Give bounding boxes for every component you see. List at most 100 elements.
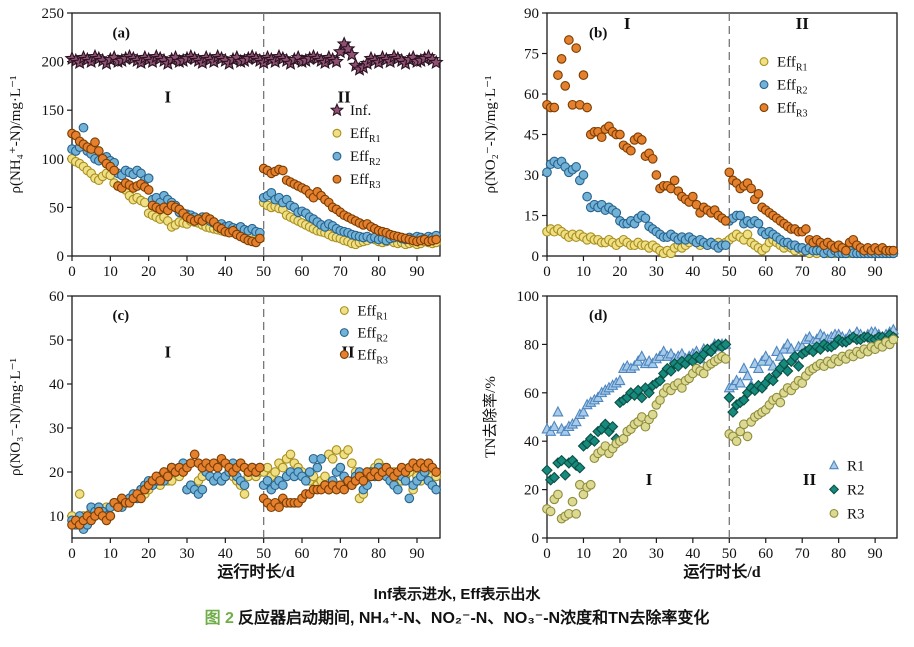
figure-number: 图 2 [204, 610, 234, 627]
x-tick-label: 90 [410, 546, 425, 562]
series-EffR3 [67, 128, 442, 248]
series-EffR2 [542, 156, 899, 259]
legend-b: EffR1 EffR2 EffR3 [759, 55, 808, 120]
x-tick-label: 70 [333, 546, 348, 562]
caption-title: 图 2 反应器启动期间, NH₄⁺-N、NO₂⁻-N、NO₃⁻-N浓度和TN去除率… [0, 606, 914, 632]
phase-label: I [165, 87, 172, 106]
y-axis-label: ρ(NH₄⁺-N)/mg·L⁻¹ [8, 75, 24, 193]
x-tick-label: 20 [612, 546, 627, 562]
phase-label: II [338, 87, 352, 106]
legend-label: R2 [847, 482, 865, 498]
phase-label: I [624, 14, 631, 33]
x-tick-label: 60 [758, 264, 773, 280]
y-tick-label: 150 [42, 103, 65, 119]
phase-label: I [165, 343, 172, 362]
legend-label: EffR1 [357, 304, 388, 323]
legend-label: Inf. [350, 103, 371, 119]
y-tick-label: 60 [524, 386, 539, 402]
x-tick-label: 30 [180, 546, 195, 562]
legend-label: EffR2 [777, 78, 808, 97]
x-axis-label: 运行时长/d [217, 562, 294, 581]
y-tick-label: 60 [49, 289, 64, 305]
x-tick-label: 40 [218, 264, 233, 280]
panel-letter: (b) [589, 25, 607, 41]
axes-a: 0 50 100 150 200 250 0 10 20 30 40 50 60 70 80 90 ρ(NH₄⁺… [8, 6, 441, 280]
x-tick-label: 90 [410, 264, 425, 280]
x-tick-label: 70 [795, 264, 810, 280]
legend-label: EffR3 [350, 172, 381, 191]
x-tick-label: 70 [333, 264, 348, 280]
axes-b: 0 15 30 45 60 75 90 0 10 20 30 40 50 60 70 80 90 ρ(NO₂⁻-N… [483, 6, 898, 280]
x-tick-label: 30 [180, 264, 195, 280]
panel-letter: (c) [112, 308, 129, 324]
x-tick-label: 40 [218, 546, 233, 562]
legend-label: R1 [847, 458, 865, 474]
x-tick-label: 30 [649, 264, 664, 280]
y-tick-label: 0 [532, 249, 540, 265]
y-tick-label: 200 [42, 55, 65, 71]
x-tick-label: 90 [868, 546, 883, 562]
panel-b-no2: 0 15 30 45 60 75 90 0 10 20 30 40 50 60 70 80 90 ρ(NO₂⁻-N… [457, 0, 914, 289]
x-tick-label: 20 [612, 264, 627, 280]
x-tick-label: 20 [141, 264, 156, 280]
x-tick-label: 80 [831, 546, 846, 562]
series-EffR3 [67, 449, 442, 530]
y-tick-label: 75 [524, 47, 539, 63]
panel-b-plot: 0 15 30 45 60 75 90 0 10 20 30 40 50 60 70 80 90 ρ(NO₂⁻-N… [483, 6, 899, 280]
series-EffR1 [67, 445, 442, 526]
series-EffR3 [542, 35, 899, 256]
axes-d: 0 20 40 60 80 100 0 10 20 30 40 50 60 70 80 90 TN去除率/% 运行… [482, 289, 898, 581]
x-tick-label: 0 [68, 264, 76, 280]
phase-label: I [646, 470, 653, 489]
y-tick-label: 50 [49, 200, 64, 216]
x-tick-label: 40 [685, 546, 700, 562]
figure-caption: Inf表示进水, Eff表示出水 图 2 反应器启动期间, NH₄⁺-N、NO₂⁻… [0, 584, 914, 632]
x-tick-label: 80 [371, 546, 386, 562]
x-tick-label: 20 [141, 546, 156, 562]
y-tick-label: 20 [524, 483, 539, 499]
panel-letter: (d) [589, 308, 607, 324]
x-tick-label: 10 [576, 264, 591, 280]
x-tick-label: 60 [295, 546, 310, 562]
legend-label: EffR1 [350, 126, 381, 145]
y-tick-label: 90 [524, 6, 539, 22]
x-tick-label: 10 [103, 264, 118, 280]
caption-note: Inf表示进水, Eff表示出水 [373, 586, 541, 603]
x-tick-label: 0 [543, 546, 551, 562]
panel-a-plot: 0 50 100 150 200 250 0 10 20 30 40 50 60 70 80 90 ρ(NH₄⁺… [8, 6, 444, 280]
y-axis-label: ρ(NO₂⁻-N)/mg·L⁻¹ [483, 75, 499, 193]
panel-d-plot: 0 20 40 60 80 100 0 10 20 30 40 50 60 70 80 90 TN去除率/% 运行… [482, 289, 900, 581]
x-tick-label: 10 [576, 546, 591, 562]
y-tick-label: 60 [524, 87, 539, 103]
series-Inf [64, 36, 444, 76]
y-tick-label: 30 [524, 168, 539, 184]
series-R3 [542, 334, 899, 524]
x-tick-label: 40 [685, 264, 700, 280]
legend-label: EffR2 [357, 326, 388, 345]
x-tick-label: 60 [295, 264, 310, 280]
y-tick-label: 40 [524, 434, 539, 450]
legend-a: Inf. EffR1 EffR2 EffR3 [329, 102, 381, 191]
panel-c-plot: 10 20 30 40 50 60 0 10 20 30 40 50 60 70 80 90 ρ(NO₃⁻-N)… [8, 289, 442, 581]
figure-title-text: 反应器启动期间, NH₄⁺-N、NO₂⁻-N、NO₃⁻-N浓度和TN去除率变化 [237, 610, 710, 627]
legend-label: EffR3 [777, 101, 808, 120]
y-tick-label: 0 [57, 249, 65, 265]
panel-letter: (a) [112, 25, 130, 41]
x-tick-label: 80 [831, 264, 846, 280]
x-tick-label: 50 [256, 264, 271, 280]
x-tick-label: 60 [758, 546, 773, 562]
x-tick-label: 10 [103, 546, 118, 562]
panel-c-no3: 10 20 30 40 50 60 0 10 20 30 40 50 60 70 80 90 ρ(NO₃⁻-N)… [0, 289, 457, 585]
y-tick-label: 15 [524, 209, 539, 225]
phase-label: II [803, 470, 817, 489]
x-tick-label: 50 [722, 546, 737, 562]
series-R2 [541, 328, 900, 486]
y-axis-label: ρ(NO₃⁻-N)/mg·L⁻¹ [8, 358, 24, 476]
panel-a-nh4: 0 50 100 150 200 250 0 10 20 30 40 50 60 70 80 90 ρ(NH₄⁺… [0, 0, 457, 289]
x-tick-label: 90 [868, 264, 883, 280]
x-tick-label: 0 [68, 546, 76, 562]
y-tick-label: 10 [49, 509, 64, 525]
y-tick-label: 45 [524, 128, 539, 144]
legend-label: EffR1 [777, 55, 808, 74]
